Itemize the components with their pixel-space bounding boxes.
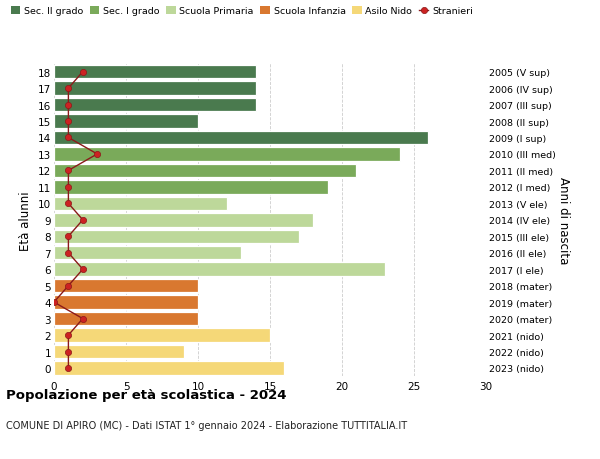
Text: COMUNE DI APIRO (MC) - Dati ISTAT 1° gennaio 2024 - Elaborazione TUTTITALIA.IT: COMUNE DI APIRO (MC) - Dati ISTAT 1° gen…	[6, 420, 407, 430]
Bar	[54, 82, 256, 95]
Bar	[54, 361, 284, 375]
Bar	[54, 263, 385, 276]
Legend: Sec. II grado, Sec. I grado, Scuola Primaria, Scuola Infanzia, Asilo Nido, Stran: Sec. II grado, Sec. I grado, Scuola Prim…	[11, 7, 473, 16]
Bar	[54, 66, 256, 79]
Bar	[54, 197, 227, 211]
Bar	[54, 246, 241, 260]
Bar	[54, 99, 256, 112]
Bar	[54, 345, 184, 358]
Bar	[54, 230, 299, 243]
Y-axis label: Età alunni: Età alunni	[19, 190, 32, 250]
Bar	[54, 213, 313, 227]
Bar	[54, 279, 198, 293]
Bar	[54, 115, 198, 129]
Bar	[54, 131, 428, 145]
Y-axis label: Anni di nascita: Anni di nascita	[557, 177, 569, 264]
Bar	[54, 329, 270, 342]
Text: Popolazione per età scolastica - 2024: Popolazione per età scolastica - 2024	[6, 388, 287, 401]
Bar	[54, 181, 328, 194]
Bar	[54, 148, 400, 162]
Bar	[54, 164, 356, 178]
Bar	[54, 312, 198, 325]
Bar	[54, 296, 198, 309]
